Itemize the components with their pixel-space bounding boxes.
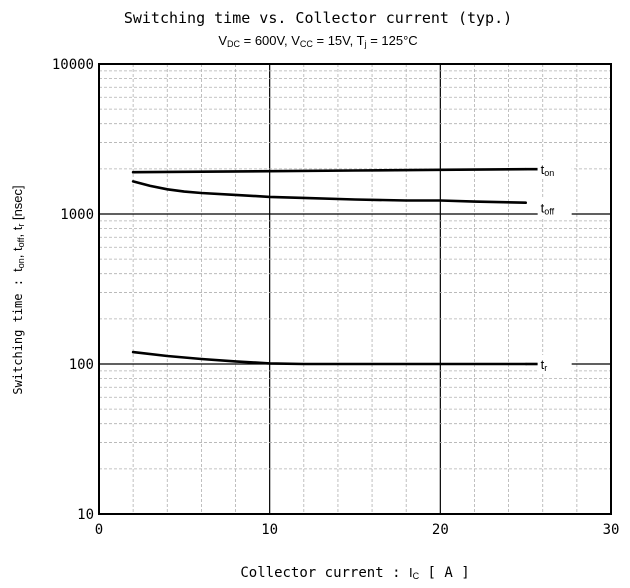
series-label-toff: toff [541, 201, 555, 217]
series-label-ton: ton [541, 162, 555, 178]
chart-subtitle: VDC = 600V, VCC = 15V, Tj = 125°C [218, 33, 417, 49]
series-line-tr [131, 350, 528, 366]
y-tick-label: 10000 [52, 57, 94, 73]
plot-frame [98, 63, 612, 515]
x-tick-label: 30 [603, 522, 620, 538]
series-label-bg [537, 355, 572, 373]
series-labels: ton toff tr [537, 160, 572, 373]
x-tick-label: 20 [432, 522, 449, 538]
series-label-bg [537, 160, 572, 179]
series-line-toff [131, 180, 528, 204]
series-label-tr: tr [541, 357, 548, 373]
series-group [131, 167, 538, 366]
chart-title: Switching time vs. Collector current (ty… [124, 9, 512, 27]
series-label-bg [537, 198, 572, 217]
y-axis-label: Switching time : ton, toff, tr [nsec] [10, 185, 26, 394]
x-tick-label: 0 [95, 522, 103, 538]
grid [99, 64, 611, 514]
y-tick-label: 10 [77, 507, 94, 523]
y-tick-label: 1000 [60, 207, 94, 223]
series-line-ton [131, 167, 528, 174]
y-tick-label: 100 [69, 357, 94, 373]
x-axis-label: Collector current : IC [ A ] [240, 565, 469, 581]
x-tick-label: 10 [261, 522, 278, 538]
